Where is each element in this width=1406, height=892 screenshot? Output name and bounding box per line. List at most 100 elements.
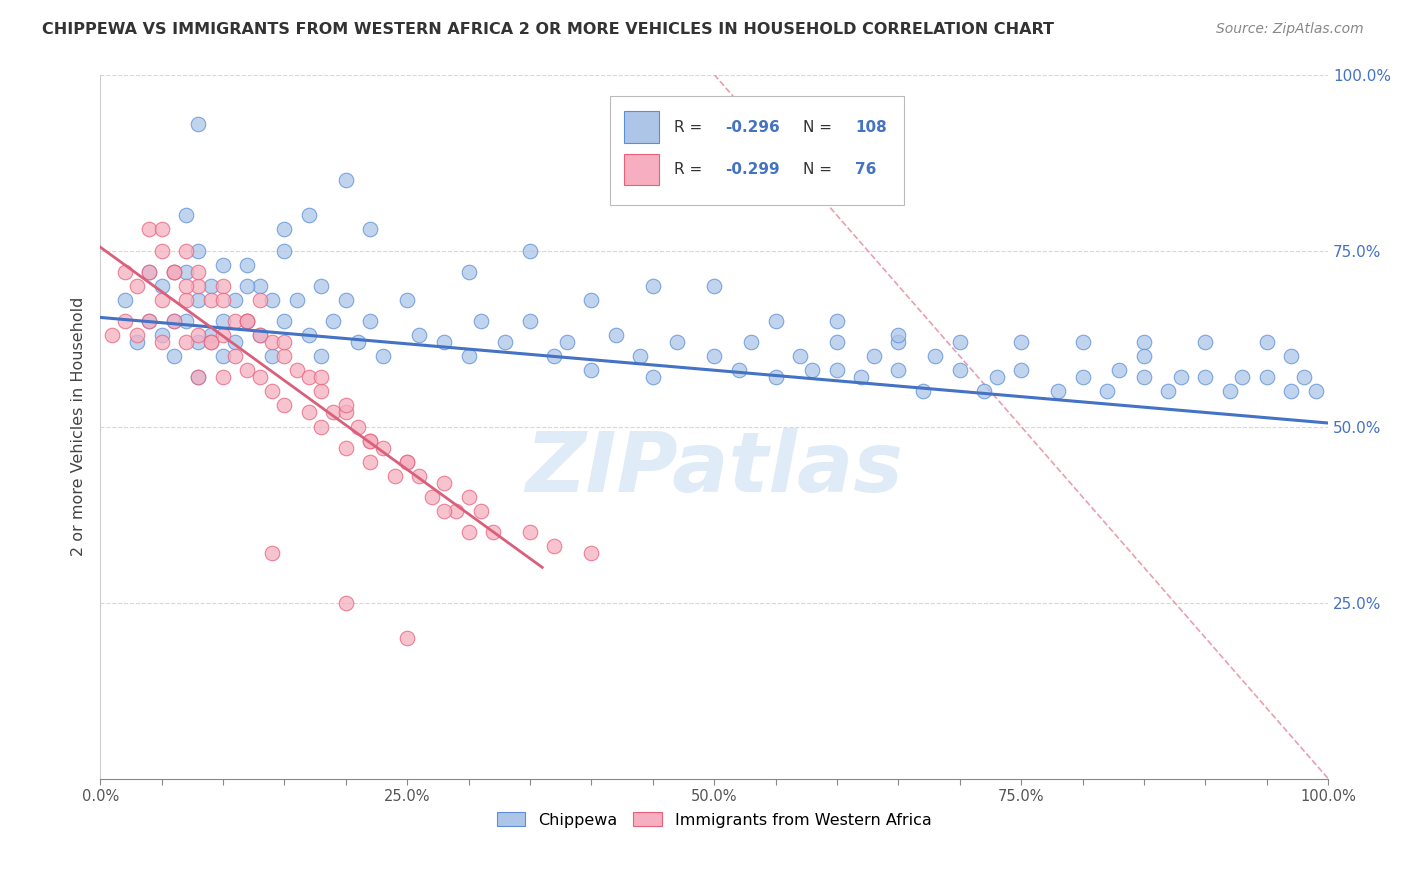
Point xyxy=(187,244,209,258)
Point xyxy=(605,328,627,343)
Point xyxy=(273,334,295,349)
Point xyxy=(384,468,406,483)
Point xyxy=(150,278,173,293)
Point xyxy=(347,419,370,434)
Point xyxy=(150,334,173,349)
Point xyxy=(408,468,430,483)
Point xyxy=(174,208,197,222)
Point xyxy=(703,278,725,293)
Point xyxy=(470,314,492,328)
Point xyxy=(212,293,235,307)
Point xyxy=(212,258,235,272)
Point xyxy=(125,278,148,293)
Point xyxy=(236,314,259,328)
Point xyxy=(187,328,209,343)
Point xyxy=(224,293,246,307)
FancyBboxPatch shape xyxy=(624,112,659,143)
Point xyxy=(150,222,173,236)
Point xyxy=(335,405,357,419)
Point xyxy=(641,370,664,384)
Point xyxy=(187,278,209,293)
Point xyxy=(359,222,381,236)
Point xyxy=(519,314,541,328)
Text: R =: R = xyxy=(673,162,707,178)
FancyBboxPatch shape xyxy=(610,95,904,205)
Point xyxy=(236,314,259,328)
Point xyxy=(273,349,295,363)
Point xyxy=(174,293,197,307)
Point xyxy=(249,278,271,293)
Point xyxy=(1230,370,1253,384)
Point xyxy=(862,349,884,363)
Point xyxy=(174,314,197,328)
Point xyxy=(187,293,209,307)
Point xyxy=(396,455,419,469)
Point xyxy=(335,596,357,610)
Point xyxy=(174,244,197,258)
Point xyxy=(433,475,456,490)
Point xyxy=(519,244,541,258)
Point xyxy=(163,265,186,279)
Point xyxy=(187,370,209,384)
Point xyxy=(163,314,186,328)
Text: CHIPPEWA VS IMMIGRANTS FROM WESTERN AFRICA 2 OR MORE VEHICLES IN HOUSEHOLD CORRE: CHIPPEWA VS IMMIGRANTS FROM WESTERN AFRI… xyxy=(42,22,1054,37)
Point xyxy=(666,334,689,349)
Point xyxy=(396,455,419,469)
Point xyxy=(273,399,295,413)
Point xyxy=(101,328,124,343)
Point xyxy=(851,370,873,384)
Point xyxy=(260,384,283,399)
Text: N =: N = xyxy=(803,162,837,178)
Point xyxy=(224,349,246,363)
Point xyxy=(581,363,603,377)
Point xyxy=(887,334,910,349)
Text: -0.296: -0.296 xyxy=(725,120,780,135)
Point xyxy=(825,314,848,328)
Point xyxy=(125,328,148,343)
Point xyxy=(420,490,443,504)
Point xyxy=(703,349,725,363)
Point xyxy=(322,314,344,328)
Point xyxy=(335,399,357,413)
Point xyxy=(249,370,271,384)
Point xyxy=(543,539,565,553)
Legend: Chippewa, Immigrants from Western Africa: Chippewa, Immigrants from Western Africa xyxy=(491,805,938,834)
Point xyxy=(309,370,332,384)
Point xyxy=(1133,370,1156,384)
Point xyxy=(285,293,308,307)
Point xyxy=(1219,384,1241,399)
Point xyxy=(236,363,259,377)
Point xyxy=(212,328,235,343)
Point xyxy=(212,278,235,293)
Point xyxy=(371,441,394,455)
Point xyxy=(174,278,197,293)
Point xyxy=(138,265,160,279)
Point xyxy=(298,370,321,384)
Point xyxy=(212,314,235,328)
Point xyxy=(457,265,479,279)
Point xyxy=(114,293,136,307)
Point xyxy=(986,370,1008,384)
Point xyxy=(457,525,479,540)
Point xyxy=(641,278,664,293)
Point xyxy=(630,349,652,363)
Point xyxy=(200,328,222,343)
Point xyxy=(138,314,160,328)
Point xyxy=(887,328,910,343)
Point xyxy=(138,222,160,236)
Point xyxy=(200,293,222,307)
Point xyxy=(285,363,308,377)
Point xyxy=(335,441,357,455)
Point xyxy=(114,265,136,279)
Point xyxy=(825,334,848,349)
Point xyxy=(200,334,222,349)
Point xyxy=(1256,370,1278,384)
Point xyxy=(1133,349,1156,363)
Point xyxy=(187,370,209,384)
Point xyxy=(298,328,321,343)
Point xyxy=(1194,334,1216,349)
Point xyxy=(309,349,332,363)
Text: N =: N = xyxy=(803,120,837,135)
Point xyxy=(187,334,209,349)
Y-axis label: 2 or more Vehicles in Household: 2 or more Vehicles in Household xyxy=(72,297,86,557)
